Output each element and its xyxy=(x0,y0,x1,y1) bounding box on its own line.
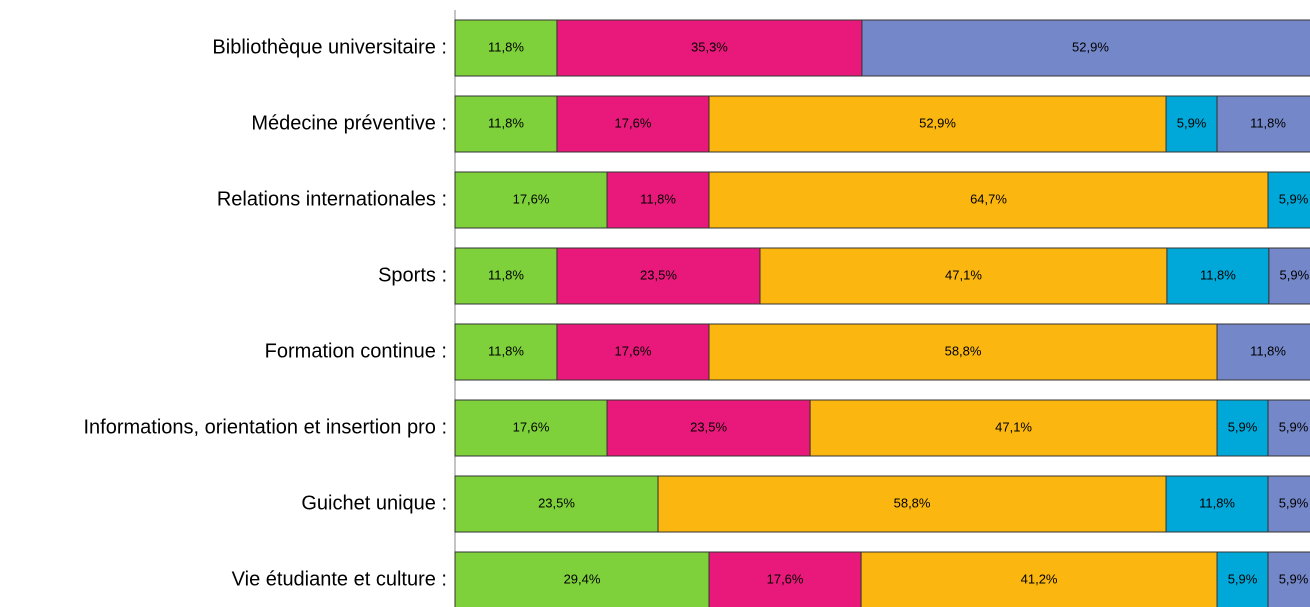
data-label: 5,9% xyxy=(1228,419,1258,434)
bar-segment xyxy=(708,323,1218,381)
data-label: 5,9% xyxy=(1279,571,1309,586)
data-label: 11,8% xyxy=(640,191,676,206)
data-label: 11,8% xyxy=(488,343,524,358)
y-tick-label: Vie étudiante et culture : xyxy=(232,568,447,590)
bar-segment xyxy=(1267,171,1310,229)
bar-segment xyxy=(454,171,608,229)
bar-segment xyxy=(1267,399,1310,457)
bar-segment xyxy=(454,399,608,457)
data-label: 11,8% xyxy=(1250,115,1286,130)
bar-segment xyxy=(454,475,659,533)
bar-segment xyxy=(1216,95,1310,153)
data-label: 17,6% xyxy=(767,571,804,586)
y-tick-label: Médecine préventive : xyxy=(251,112,447,134)
data-label: 23,5% xyxy=(690,419,727,434)
bar-segment xyxy=(454,247,558,305)
bar-segment xyxy=(556,247,761,305)
y-tick-label: Formation continue : xyxy=(265,340,447,362)
data-label: 47,1% xyxy=(995,419,1032,434)
data-label: 23,5% xyxy=(538,495,575,510)
data-label: 11,8% xyxy=(488,115,524,130)
bar-segment xyxy=(1268,247,1310,305)
bar-segment xyxy=(454,95,558,153)
data-label: 47,1% xyxy=(945,267,982,282)
y-tick-label: Sports : xyxy=(378,264,447,286)
y-tick-label: Relations internationales : xyxy=(217,188,447,210)
data-label: 11,8% xyxy=(488,267,524,282)
y-tick-label: Guichet unique : xyxy=(301,492,447,514)
data-label: 11,8% xyxy=(1250,343,1286,358)
data-label: 11,8% xyxy=(1200,267,1236,282)
bar-segment xyxy=(1216,551,1269,607)
data-label: 17,6% xyxy=(615,115,652,130)
bar-segment xyxy=(556,19,863,77)
bar-segment xyxy=(708,551,862,607)
bar-segment xyxy=(1216,399,1269,457)
data-label: 11,8% xyxy=(488,39,524,54)
data-label: 52,9% xyxy=(1072,39,1109,54)
data-label: 5,9% xyxy=(1279,419,1309,434)
data-label: 35,3% xyxy=(691,39,728,54)
bar-segment xyxy=(1166,247,1270,305)
data-label: 5,9% xyxy=(1279,495,1309,510)
bar-segment xyxy=(454,551,710,607)
data-label: 29,4% xyxy=(564,571,601,586)
bar-segment xyxy=(1267,475,1310,533)
data-label: 64,7% xyxy=(970,191,1007,206)
data-label: 17,6% xyxy=(513,191,550,206)
data-label: 17,6% xyxy=(615,343,652,358)
bar-segment xyxy=(708,171,1269,229)
bar-segment xyxy=(759,247,1168,305)
data-label: 11,8% xyxy=(1199,495,1235,510)
bar-segment xyxy=(860,551,1218,607)
data-label: 5,9% xyxy=(1228,571,1258,586)
y-tick-label: Informations, orientation et insertion p… xyxy=(83,416,447,438)
data-label: 58,8% xyxy=(945,343,982,358)
data-label: 5,9% xyxy=(1280,267,1310,282)
y-tick-label: Bibliothèque universitaire : xyxy=(212,36,447,58)
data-label: 17,6% xyxy=(513,419,550,434)
data-label: 5,9% xyxy=(1279,191,1309,206)
bar-segment xyxy=(606,399,811,457)
bar-segment xyxy=(606,171,710,229)
data-label: 23,5% xyxy=(640,267,677,282)
bar-segment xyxy=(1165,475,1269,533)
data-label: 58,8% xyxy=(894,495,931,510)
bar-segment xyxy=(1216,323,1310,381)
bar-segment xyxy=(861,19,1310,77)
bar-segment xyxy=(1267,551,1310,607)
bar-segment xyxy=(809,399,1218,457)
data-label: 52,9% xyxy=(919,115,956,130)
data-label: 5,9% xyxy=(1177,115,1207,130)
bar-segment xyxy=(556,95,710,153)
data-label: 41,2% xyxy=(1021,571,1058,586)
bar-segment xyxy=(708,95,1167,153)
bar-segment xyxy=(556,323,710,381)
